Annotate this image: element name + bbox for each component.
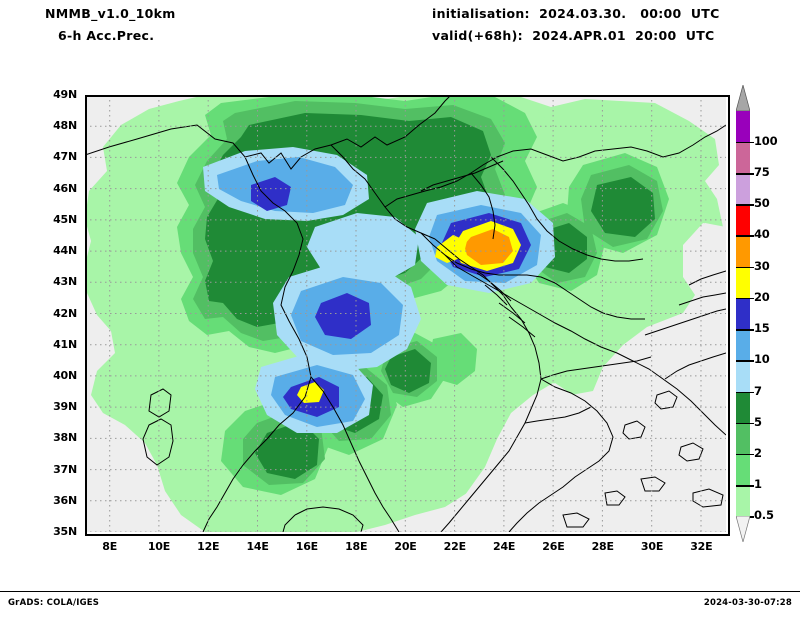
colorbar-segment [736,141,750,174]
lon-tick-label: 24E [492,540,516,553]
colorbar-tick-mark [736,141,754,144]
model-name-label: NMMB_v1.0_10km [45,6,176,21]
colorbar-tick-label: 5 [754,414,762,429]
colorbar-tick-mark [736,297,754,300]
colorbar-tick-mark [736,453,754,456]
colorbar-tick-label: 50 [754,196,770,211]
lat-tick-label: 38N [53,431,77,445]
colorbar-tick-label: 30 [754,258,770,273]
colorbar-tick-label: 100 [754,133,778,148]
colorbar-under-arrow [735,516,751,544]
generated-timestamp-label: 2024-03-30-07:28 [703,598,792,608]
initialisation-time-label: initialisation: 2024.03.30. 00:00 UTC [432,6,720,21]
colorbar-segment [736,422,750,454]
lat-tick-label: 37N [53,462,77,476]
lon-tick-label: 18E [345,540,368,553]
colorbar-segment [736,297,750,330]
valid-time-label: valid(+68h): 2024.APR.01 20:00 UTC [432,28,715,43]
colorbar-segment [736,453,750,486]
lat-tick-label: 35N [53,525,77,538]
lon-tick-label: 30E [640,540,664,553]
lon-tick-label: 10E [147,540,171,553]
colorbar-tick-label: 10 [754,352,770,367]
lat-tick-label: 46N [53,181,77,195]
colorbar-segment [736,266,750,298]
lon-tick-label: 8E [102,540,118,553]
precipitation-map [85,95,726,532]
lon-tick-label: 20E [394,540,417,553]
lat-tick-label: 42N [53,306,77,320]
colorbar-over-arrow [735,83,751,111]
colorbar-tick-mark [736,204,754,206]
lat-tick-label: 41N [53,337,77,351]
colorbar-tick-mark [736,422,754,425]
lat-tick-label: 45N [53,212,77,226]
colorbar-tick-label: 0.5 [754,508,774,523]
lat-tick-label: 39N [53,400,77,414]
software-credit-label: GrADS: COLA/IGES [8,598,100,608]
lon-tick-label: 28E [591,540,614,553]
colorbar-segment [736,235,750,267]
lat-tick-label: 36N [53,493,77,507]
colorbar-tick-mark [736,235,754,237]
lon-tick-label: 12E [197,540,220,553]
lon-tick-label: 26E [542,540,565,553]
lon-tick-label: 32E [690,540,713,553]
colorbar-tick-mark [736,485,754,487]
colorbar-tick-label: 1 [754,477,762,492]
colorbar-segment [736,391,750,423]
lat-tick-label: 44N [53,244,77,258]
colorbar-segment [736,110,750,142]
colorbar-tick-label: 75 [754,165,770,180]
lat-tick-label: 47N [53,150,77,164]
lat-tick-label: 49N [53,88,77,101]
colorbar-tick-label: 20 [754,289,770,304]
colorbar-segment [736,485,750,517]
colorbar-tick-mark [736,329,754,331]
colorbar-tick-label: 15 [754,321,770,336]
field-name-label: 6-h Acc.Prec. [58,28,155,43]
colorbar-segment [736,329,750,361]
lat-tick-label: 40N [53,368,77,382]
lat-tick-label: 43N [53,275,77,289]
colorbar-tick-label: 7 [754,383,762,398]
colorbar-segment [736,173,750,205]
lon-tick-label: 22E [443,540,466,553]
colorbar-segment [736,360,750,392]
map-gridlines [85,95,726,532]
lon-tick-label: 16E [295,540,318,553]
colorbar-tick-mark [736,360,754,362]
colorbar-tick-label: 2 [754,445,762,460]
colorbar-tick-mark [736,266,754,269]
footer-divider [0,591,800,592]
colorbar-tick-label: 40 [754,227,770,242]
colorbar-segment [736,204,750,236]
coastlines-and-borders [85,95,726,532]
lon-tick-label: 14E [246,540,269,553]
map-canvas [85,95,726,532]
lat-tick-label: 48N [53,119,77,133]
colorbar-tick-mark [736,391,754,394]
colorbar-tick-mark [736,173,754,175]
